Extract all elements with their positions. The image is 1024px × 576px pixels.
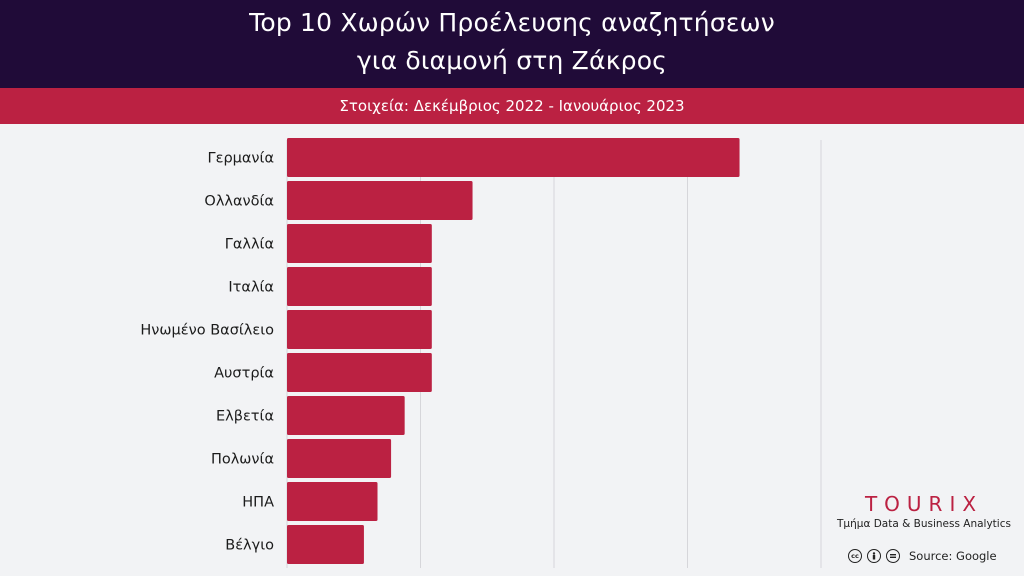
bar [287,310,432,349]
category-label: Αυστρία [214,366,274,382]
bar [287,138,740,177]
category-label: Ελβετία [216,409,274,425]
bar [287,482,378,521]
chart-header: Top 10 Χωρών Προέλευσης αναζητήσεων για … [0,0,1024,88]
category-label: Βέλγιο [225,538,274,554]
bar-chart: Γερμανία Ολλανδία Γαλλία Ιταλία Ηνωμένο Βασί… [140,138,822,568]
brand-block: TOURIX Τμήμα Data & Business Analytics [836,492,1012,530]
footer: cc Source: Google [848,547,997,565]
source-label: Source: Google [909,549,997,563]
cc-icon: cc [848,549,862,563]
bar [287,224,432,263]
category-label: Ιταλία [228,280,274,296]
chart-title-line-2: για διαμονή στη Ζάκρος [356,46,668,75]
chart-title-line-1: Top 10 Χωρών Προέλευσης αναζητήσεων [249,8,775,37]
category-label: Πολωνία [211,452,274,468]
tourix-logo: TOURIX [864,492,984,516]
bar [287,353,432,392]
category-label: Γαλλία [225,237,274,253]
brand-tagline: Τμήμα Data & Business Analytics [837,518,1011,530]
person-icon [867,549,881,563]
category-label: Ολλανδία [204,194,274,210]
bar [287,396,405,435]
bar [287,267,432,306]
bar [287,181,473,220]
category-label: ΗΠΑ [242,495,274,511]
category-label: Γερμανία [208,151,274,167]
category-label: Ηνωμένο Βασίλειο [140,323,274,339]
chart-subtitle: Στοιχεία: Δεκέμβριος 2022 - Ιανουάριος 2… [0,88,1024,124]
bar [287,525,364,564]
bar [287,439,392,478]
equals-icon [886,549,900,563]
